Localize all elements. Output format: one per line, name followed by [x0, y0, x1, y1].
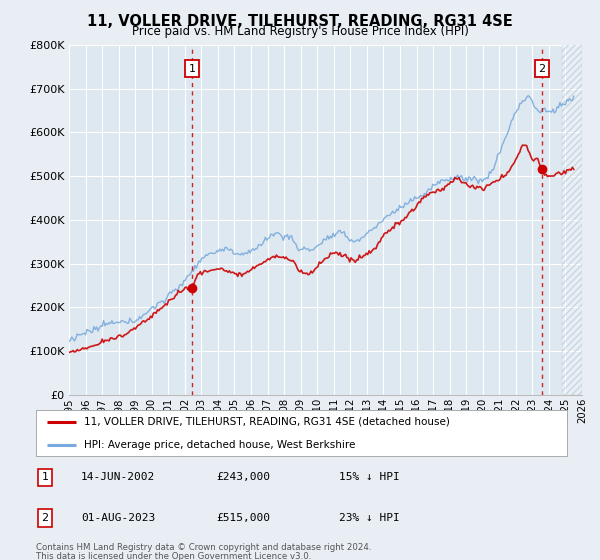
Text: 1: 1 [41, 472, 49, 482]
Text: 01-AUG-2023: 01-AUG-2023 [81, 513, 155, 523]
Text: This data is licensed under the Open Government Licence v3.0.: This data is licensed under the Open Gov… [36, 552, 311, 560]
Text: Contains HM Land Registry data © Crown copyright and database right 2024.: Contains HM Land Registry data © Crown c… [36, 543, 371, 552]
Text: 2: 2 [41, 513, 49, 523]
Text: Price paid vs. HM Land Registry's House Price Index (HPI): Price paid vs. HM Land Registry's House … [131, 25, 469, 38]
Text: 1: 1 [189, 64, 196, 74]
Text: 14-JUN-2002: 14-JUN-2002 [81, 472, 155, 482]
Polygon shape [562, 45, 582, 395]
Text: 11, VOLLER DRIVE, TILEHURST, READING, RG31 4SE: 11, VOLLER DRIVE, TILEHURST, READING, RG… [87, 14, 513, 29]
Text: 11, VOLLER DRIVE, TILEHURST, READING, RG31 4SE (detached house): 11, VOLLER DRIVE, TILEHURST, READING, RG… [84, 417, 449, 427]
Text: £515,000: £515,000 [216, 513, 270, 523]
Text: 15% ↓ HPI: 15% ↓ HPI [339, 472, 400, 482]
Text: 23% ↓ HPI: 23% ↓ HPI [339, 513, 400, 523]
Text: £243,000: £243,000 [216, 472, 270, 482]
Text: HPI: Average price, detached house, West Berkshire: HPI: Average price, detached house, West… [84, 440, 355, 450]
Text: 2: 2 [538, 64, 545, 74]
